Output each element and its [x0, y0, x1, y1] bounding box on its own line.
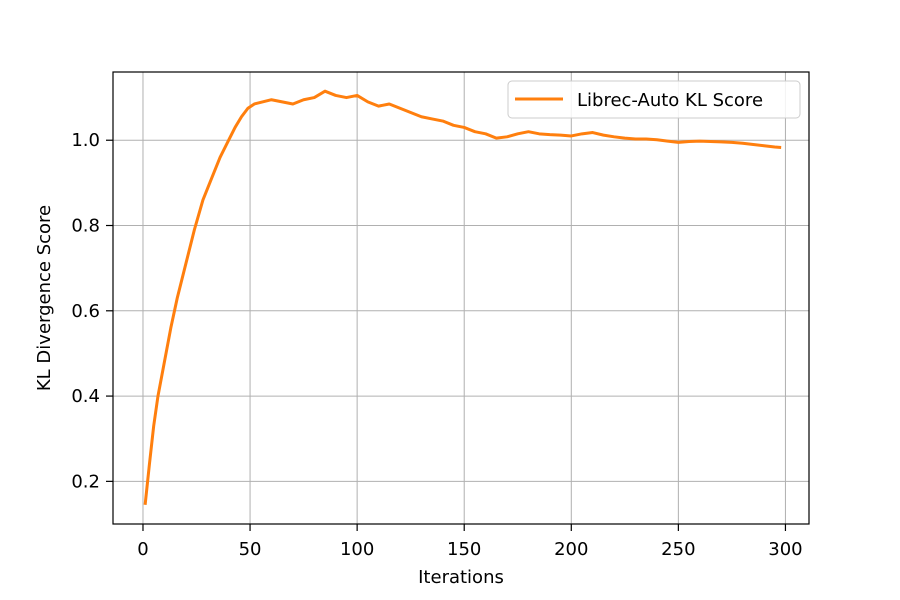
x-axis-label: Iterations [418, 567, 504, 588]
series-layer [143, 89, 782, 505]
y-tick-label: 0.6 [71, 301, 100, 322]
x-tick-label: 0 [137, 539, 148, 560]
legend-frame [507, 80, 801, 119]
y-tick-label: 0.4 [71, 386, 100, 407]
x-axis-ticks: 0 50 100 150 200 250 300 [137, 524, 803, 560]
x-tick-label: 100 [340, 539, 374, 560]
x-tick-label: 50 [239, 539, 262, 560]
series-line [143, 89, 782, 505]
y-axis-ticks: 0.2 0.4 0.6 0.8 1.0 [71, 130, 113, 492]
plot-frame [112, 71, 810, 525]
grid [113, 72, 809, 524]
legend: Librec-Auto KL Score [507, 80, 801, 119]
y-tick-label: 1.0 [71, 130, 100, 151]
plot-area-background [113, 72, 809, 524]
x-tick-label: 150 [447, 539, 481, 560]
x-tick-label: 250 [661, 539, 695, 560]
legend-label: Librec-Auto KL Score [577, 90, 763, 111]
y-axis-label: KL Divergence Score [34, 205, 55, 391]
x-tick-label: 200 [554, 539, 588, 560]
x-tick-label: 300 [768, 539, 802, 560]
y-tick-label: 0.8 [71, 216, 100, 237]
y-tick-label: 0.2 [71, 471, 100, 492]
